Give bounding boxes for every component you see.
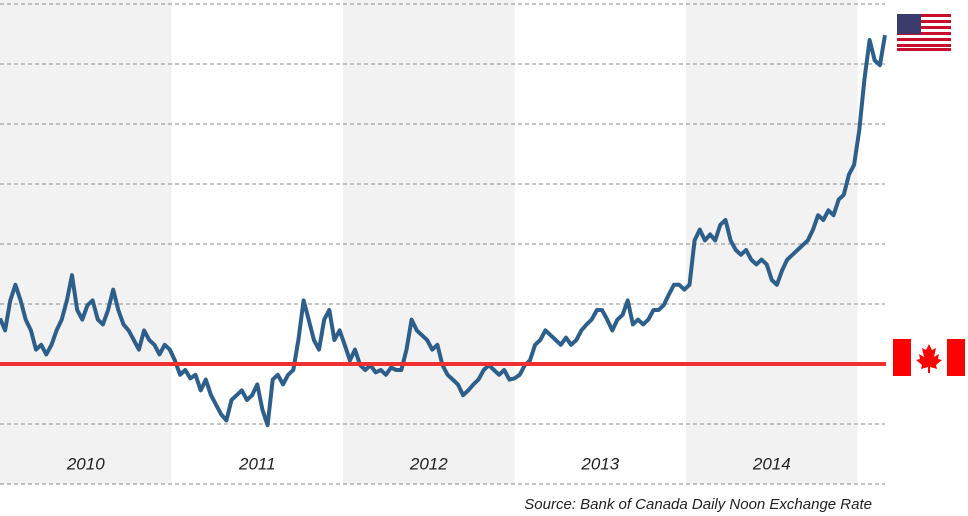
x-tick-label: 2010 — [66, 454, 105, 473]
us-flag — [897, 14, 951, 51]
year-bands: 2010 2011 2012 2013 2014 — [0, 0, 858, 484]
year-band — [686, 0, 858, 484]
year-band — [343, 0, 515, 484]
x-tick-label: 2013 — [580, 454, 619, 473]
plot — [0, 34, 887, 428]
x-tick-label: 2014 — [752, 454, 791, 473]
canada-flag — [893, 339, 965, 376]
x-tick-label: 2011 — [238, 454, 276, 473]
x-tick-label: 2012 — [409, 454, 448, 473]
year-band — [0, 0, 172, 484]
source-note: Source: Bank of Canada Daily Noon Exchan… — [524, 496, 872, 513]
